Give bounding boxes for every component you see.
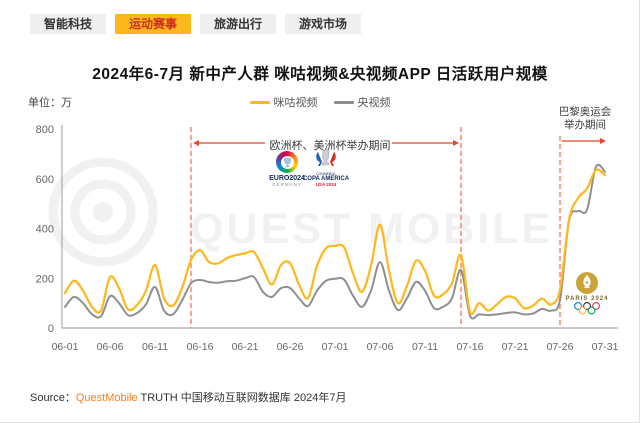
tab-travel[interactable]: 旅游出行 bbox=[200, 14, 277, 34]
chart-title: 2024年6-7月 新中产人群 咪咕视频&央视频APP 日活跃用户规模 bbox=[92, 66, 548, 83]
legend: 咪咕视频 央视频 bbox=[0, 94, 639, 110]
svg-text:400: 400 bbox=[36, 224, 54, 236]
watermark-rings-icon bbox=[48, 157, 158, 267]
svg-text:07-11: 07-11 bbox=[412, 341, 438, 353]
watermark-text: QUEST MOBILE bbox=[190, 205, 553, 253]
tab-gaming[interactable]: 游戏市场 bbox=[285, 14, 362, 34]
svg-text:07-16: 07-16 bbox=[457, 341, 484, 353]
svg-text:07-31: 07-31 bbox=[592, 341, 619, 353]
copa-trophy-icon bbox=[316, 149, 336, 166]
svg-text:07-26: 07-26 bbox=[547, 341, 574, 353]
svg-text:600: 600 bbox=[36, 174, 54, 186]
legend-item-cctv: 央视频 bbox=[333, 94, 391, 110]
tab-bar: 智能科技 运动赛事 旅游出行 游戏市场 bbox=[30, 14, 362, 34]
migu-video-line bbox=[63, 168, 607, 315]
tab-smart-tech[interactable]: 智能科技 bbox=[30, 14, 107, 34]
svg-text:06-21: 06-21 bbox=[232, 341, 259, 353]
svg-text:06-16: 06-16 bbox=[187, 341, 214, 353]
cctv-video-line bbox=[64, 163, 606, 320]
trophy-icon bbox=[283, 157, 291, 167]
svg-text:0: 0 bbox=[48, 323, 54, 335]
svg-text:06-11: 06-11 bbox=[142, 341, 168, 353]
event-arrow-icon bbox=[193, 140, 199, 146]
svg-text:200: 200 bbox=[36, 273, 54, 285]
questmobile-brand: QuestMobile bbox=[75, 392, 138, 404]
paris2024-logo: PARIS 2024 bbox=[564, 271, 610, 315]
svg-text:07-21: 07-21 bbox=[502, 341, 529, 353]
svg-text:06-01: 06-01 bbox=[52, 341, 79, 353]
tab-sports-events[interactable]: 运动赛事 bbox=[115, 14, 192, 34]
euro2024-emblem-icon bbox=[276, 151, 298, 173]
unit-label: 单位：万 bbox=[28, 97, 72, 109]
copa-america-logo: CONMEBOL COPA AMERICA USA 2024 bbox=[303, 149, 349, 187]
legend-item-migu: 咪咕视频 bbox=[249, 94, 318, 110]
euro-copa-period-annotation: 欧洲杯、美洲杯举办期间 bbox=[269, 140, 391, 152]
svg-text:07-01: 07-01 bbox=[322, 341, 349, 353]
euro2024-logo: EURO2024 GERMANY bbox=[268, 151, 306, 187]
svg-text:06-06: 06-06 bbox=[97, 341, 124, 353]
olympic-rings-icon bbox=[574, 302, 600, 315]
legend-label-migu: 咪咕视频 bbox=[273, 97, 318, 109]
paris-olympics-period-annotation: 巴黎奥运会 举办期间 bbox=[558, 106, 612, 131]
legend-label-cctv: 央视频 bbox=[357, 97, 391, 109]
event-arrow-icon bbox=[453, 140, 459, 146]
axes bbox=[61, 125, 618, 329]
event-arrow-icon bbox=[600, 138, 606, 144]
paris2024-emblem-icon bbox=[576, 272, 598, 294]
migu-line-swatch bbox=[249, 100, 270, 104]
svg-text:07-06: 07-06 bbox=[367, 341, 394, 353]
svg-text:06-26: 06-26 bbox=[277, 341, 304, 353]
svg-text:800: 800 bbox=[36, 124, 54, 136]
cctv-line-swatch bbox=[333, 100, 354, 104]
source-note: Source：QuestMobile TRUTH 中国移动互联网数据库 2024… bbox=[30, 392, 347, 404]
